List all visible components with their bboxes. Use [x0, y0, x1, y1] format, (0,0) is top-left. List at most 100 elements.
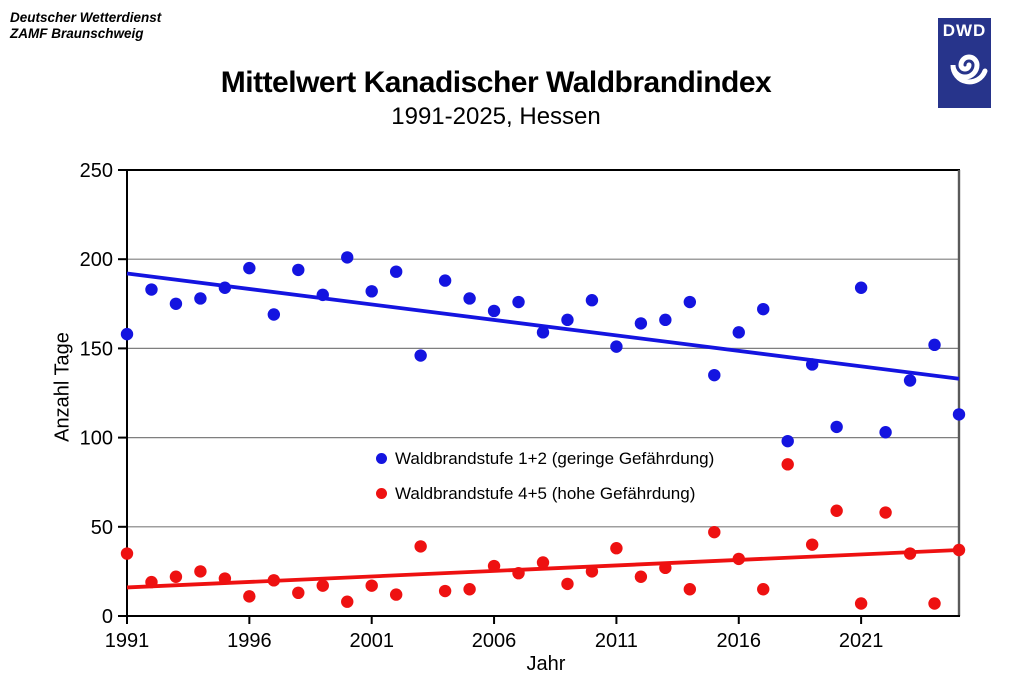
data-point — [634, 570, 648, 583]
agency-name: Deutscher Wetterdienst — [10, 10, 162, 25]
agency-header: Deutscher Wetterdienst ZAMF Braunschweig — [10, 10, 161, 42]
data-point — [903, 374, 917, 387]
x-axis-label: Jahr — [526, 653, 566, 675]
y-tick-label: 100 — [80, 428, 113, 450]
data-point — [610, 340, 623, 353]
data-point — [194, 565, 207, 578]
legend-marker-blue-dot — [376, 453, 387, 464]
chart-subtitle: 1991-2025, Hessen — [391, 103, 601, 130]
y-tick-label: 250 — [80, 160, 113, 182]
y-tick-label: 150 — [80, 338, 113, 360]
legend-item-low-danger: Waldbrandstufe 1+2 (geringe Gefährdung) — [376, 447, 714, 470]
data-point — [732, 326, 745, 339]
data-point — [659, 561, 672, 575]
data-point — [438, 274, 452, 287]
y-tick-label: 50 — [91, 517, 113, 539]
data-point — [169, 570, 183, 583]
data-point — [952, 543, 966, 557]
dwd-logo-text: DWD — [942, 21, 987, 40]
data-point — [536, 326, 550, 339]
data-point — [512, 295, 525, 309]
data-point — [414, 349, 427, 362]
data-point — [781, 434, 794, 448]
data-point — [463, 292, 476, 305]
x-tick-label: 2016 — [717, 630, 762, 652]
data-point — [854, 281, 868, 294]
legend-marker-red-dot — [376, 488, 387, 499]
data-point — [585, 565, 599, 578]
data-point — [292, 263, 305, 277]
data-point — [218, 281, 232, 294]
data-point — [389, 265, 403, 278]
data-point — [610, 542, 623, 555]
data-point — [292, 586, 305, 600]
chart-title-block: Mittelwert Kanadischer Waldbrandindex 19… — [0, 66, 992, 131]
y-axis-label: Anzahl Tage — [51, 332, 74, 442]
data-point — [365, 285, 378, 298]
data-point — [561, 577, 574, 591]
data-point — [120, 547, 134, 560]
data-point — [487, 559, 501, 573]
data-point — [512, 566, 525, 580]
data-point — [952, 408, 966, 421]
data-point — [243, 590, 256, 603]
x-tick-label: 1991 — [105, 630, 150, 652]
data-point — [757, 583, 770, 596]
agency-branch: ZAMF Braunschweig — [10, 26, 144, 41]
data-point — [341, 251, 354, 264]
dwd-spiral-icon — [949, 54, 987, 85]
x-tick-label: 2021 — [839, 630, 884, 652]
data-point — [218, 572, 232, 585]
y-tick-label: 200 — [80, 249, 113, 271]
trend-line — [126, 548, 960, 590]
data-point — [194, 292, 207, 305]
data-point — [316, 288, 329, 302]
x-tick-label: 1996 — [227, 630, 272, 652]
y-tick-label: 0 — [102, 606, 113, 628]
data-point — [634, 317, 648, 330]
dwd-logo: DWD — [938, 18, 991, 108]
data-point — [561, 313, 574, 327]
data-point — [463, 583, 476, 596]
data-point — [243, 261, 256, 275]
data-point — [830, 420, 843, 434]
data-point — [757, 302, 770, 316]
data-point — [414, 540, 427, 553]
data-point — [365, 579, 378, 592]
data-point — [683, 295, 697, 309]
data-point — [536, 556, 550, 569]
data-point — [928, 338, 941, 352]
legend-label: Waldbrandstufe 1+2 (geringe Gefährdung) — [395, 448, 715, 468]
data-point — [781, 458, 794, 471]
x-tick-label: 2006 — [472, 630, 517, 652]
data-point — [732, 552, 745, 566]
data-point — [830, 504, 843, 517]
x-tick-label: 2001 — [349, 630, 394, 652]
data-point — [120, 327, 134, 341]
data-point — [389, 588, 403, 601]
trend-line — [126, 271, 960, 381]
legend-item-high-danger: Waldbrandstufe 4+5 (hohe Gefährdung) — [376, 482, 714, 505]
data-point — [169, 297, 183, 310]
data-point — [708, 368, 721, 382]
data-point — [928, 597, 941, 610]
data-point — [854, 597, 868, 610]
data-point — [683, 583, 697, 596]
data-point — [879, 426, 892, 439]
data-point — [487, 304, 501, 318]
data-point — [585, 294, 599, 307]
chart-title: Mittelwert Kanadischer Waldbrandindex — [220, 66, 772, 99]
data-point — [438, 584, 452, 598]
data-point — [903, 547, 917, 560]
legend: Waldbrandstufe 1+2 (geringe Gefährdung) … — [376, 447, 714, 517]
data-point — [145, 575, 158, 589]
data-point — [879, 506, 892, 519]
data-point — [316, 579, 329, 592]
legend-label: Waldbrandstufe 4+5 (hohe Gefährdung) — [395, 483, 696, 503]
data-point — [145, 283, 158, 296]
data-point — [708, 525, 721, 539]
data-point — [267, 574, 281, 587]
data-point — [341, 595, 354, 608]
data-point — [805, 358, 819, 371]
